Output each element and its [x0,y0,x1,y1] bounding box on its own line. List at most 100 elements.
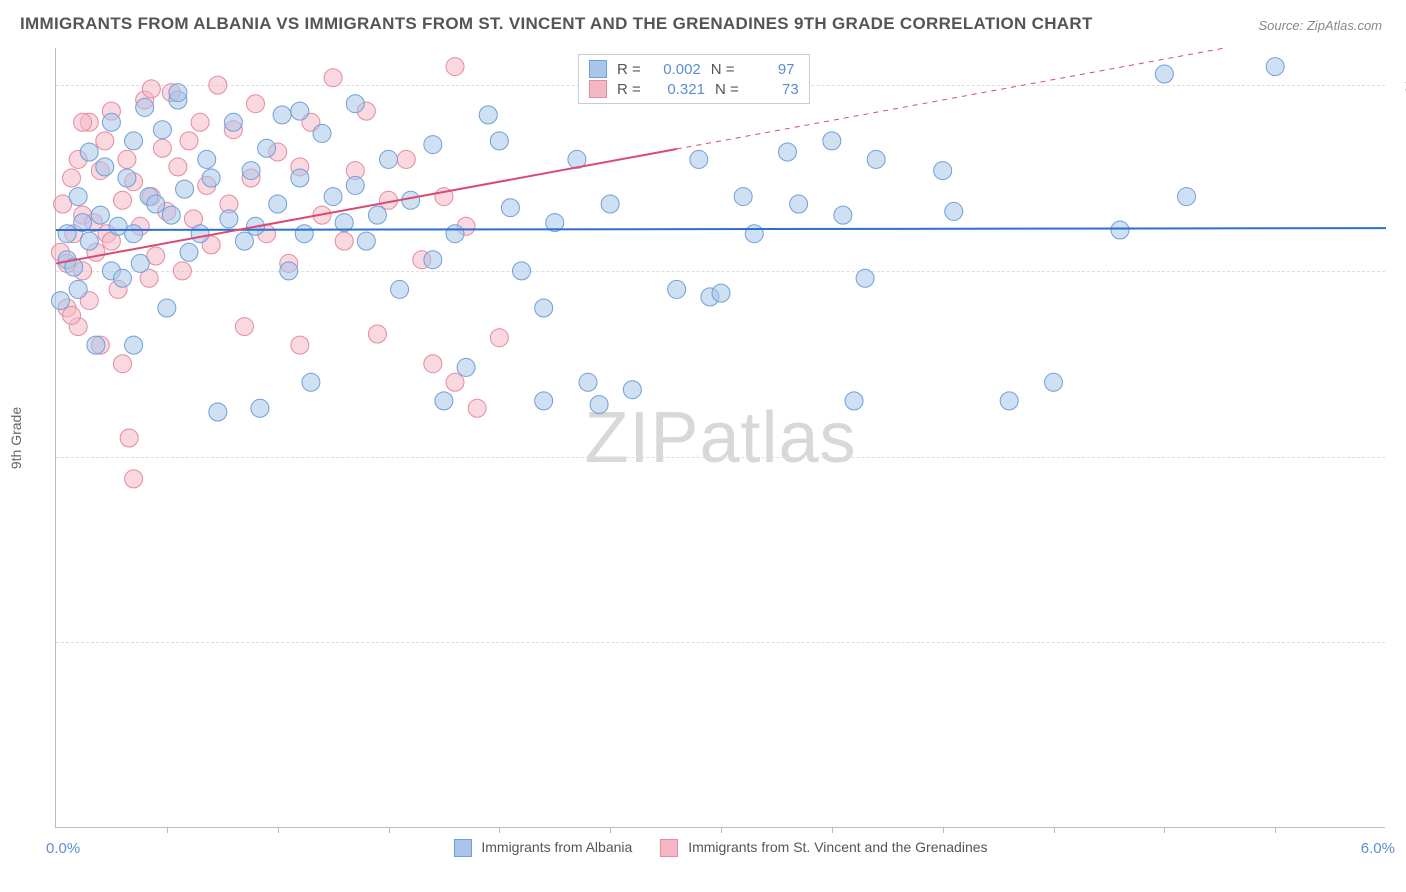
r-value-b: 0.321 [655,81,705,98]
scatter-point [224,113,242,131]
scatter-point [579,373,597,391]
scatter-point [535,299,553,317]
scatter-point [934,162,952,180]
r-value-a: 0.002 [651,61,701,78]
scatter-point [1000,392,1018,410]
scatter-point [125,470,143,488]
r-label-b: R = [617,81,645,98]
legend-item-b: Immigrants from St. Vincent and the Gren… [660,839,987,857]
y-tick-label: 85.0% [1395,635,1406,652]
scatter-point [291,169,309,187]
stats-legend: R = 0.002 N = 97 R = 0.321 N = 73 [578,54,810,104]
scatter-point [490,329,508,347]
scatter-point [834,206,852,224]
scatter-point [535,392,553,410]
scatter-point [446,58,464,76]
scatter-point [867,150,885,168]
scatter-point [501,199,519,217]
scatter-point [202,169,220,187]
source-label: Source: ZipAtlas.com [1258,18,1382,33]
scatter-point [269,195,287,213]
legend-swatch-b [660,839,678,857]
scatter-point [273,106,291,124]
legend-bottom: Immigrants from Albania Immigrants from … [453,839,987,857]
scatter-point [346,95,364,113]
scatter-point [162,206,180,224]
scatter-point [668,280,686,298]
scatter-point [74,113,92,131]
y-tick-label: 90.0% [1395,449,1406,466]
scatter-point [220,210,238,228]
stats-row-a: R = 0.002 N = 97 [589,59,799,79]
scatter-point [191,113,209,131]
scatter-point [142,80,160,98]
n-label-a: N = [711,61,735,78]
scatter-point [690,150,708,168]
scatter-point [96,158,114,176]
scatter-point [242,162,260,180]
scatter-point [779,143,797,161]
legend-label-b: Immigrants from St. Vincent and the Gren… [688,839,987,855]
scatter-point [176,180,194,198]
scatter-point [131,254,149,272]
scatter-point [96,132,114,150]
scatter-point [173,262,191,280]
scatter-point [114,355,132,373]
stats-row-b: R = 0.321 N = 73 [589,79,799,99]
scatter-point [153,121,171,139]
y-tick-label: 100.0% [1395,78,1406,95]
scatter-point [198,150,216,168]
scatter-point [712,284,730,302]
scatter-point [153,139,171,157]
scatter-point [295,225,313,243]
scatter-point [114,269,132,287]
scatter-point [235,232,253,250]
scatter-point [235,318,253,336]
scatter-point [74,214,92,232]
scatter-point [623,381,641,399]
scatter-point [114,191,132,209]
scatter-point [790,195,808,213]
scatter-point [247,95,265,113]
scatter-point [280,262,298,280]
scatter-point [446,373,464,391]
scatter-point [346,176,364,194]
legend-swatch-a [453,839,471,857]
scatter-point [380,150,398,168]
scatter-point [169,84,187,102]
n-value-a: 97 [745,61,795,78]
scatter-point [251,399,269,417]
scatter-point [745,225,763,243]
scatter-point [118,169,136,187]
n-label-b: N = [715,81,739,98]
r-label-a: R = [617,61,641,78]
scatter-point [446,225,464,243]
scatter-point [291,102,309,120]
scatter-point [368,325,386,343]
scatter-point [125,336,143,354]
scatter-point [63,169,81,187]
scatter-point [368,206,386,224]
scatter-point [1155,65,1173,83]
scatter-point [590,396,608,414]
swatch-a [589,60,607,78]
scatter-point [80,232,98,250]
chart-title: IMMIGRANTS FROM ALBANIA VS IMMIGRANTS FR… [20,14,1093,34]
scatter-point [424,136,442,154]
scatter-point [191,225,209,243]
scatter-point [845,392,863,410]
scatter-point [158,299,176,317]
scatter-point [125,225,143,243]
scatter-point [1111,221,1129,239]
legend-item-a: Immigrants from Albania [453,839,632,857]
scatter-point [87,336,105,354]
scatter-point [209,76,227,94]
scatter-point [120,429,138,447]
scatter-point [856,269,874,287]
scatter-point [397,150,415,168]
scatter-point [136,98,154,116]
y-axis-label: 9th Grade [8,406,24,468]
n-value-b: 73 [749,81,799,98]
scatter-point [468,399,486,417]
scatter-point [169,158,187,176]
